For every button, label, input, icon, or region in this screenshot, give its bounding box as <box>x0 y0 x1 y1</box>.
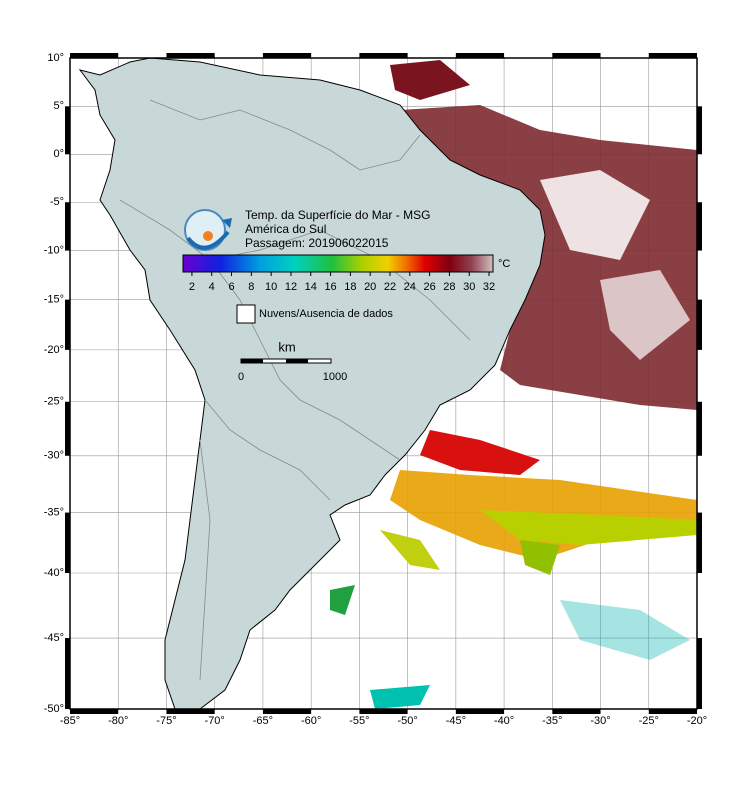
y-tick-label: -50° <box>44 703 64 715</box>
y-tick-label: -5° <box>50 196 64 208</box>
frame-bar <box>70 53 119 58</box>
y-tick-label: -30° <box>44 450 64 462</box>
x-tick-label: -55° <box>349 715 369 727</box>
y-tick-label: -35° <box>44 507 64 519</box>
frame-bar <box>697 202 702 251</box>
colorbar-tick-label: 8 <box>248 281 254 293</box>
colorbar-tick-label: 14 <box>305 281 317 293</box>
colorbar-tick-label: 30 <box>463 281 475 293</box>
frame-bar <box>359 53 408 58</box>
colorbar-tick-label: 16 <box>324 281 336 293</box>
frame-bar <box>65 202 70 251</box>
x-tick-label: -70° <box>205 715 225 727</box>
x-tick-label: -65° <box>253 715 273 727</box>
colorbar-tick-label: 22 <box>384 281 396 293</box>
x-tick-label: -40° <box>494 715 514 727</box>
frame-bar <box>262 709 312 714</box>
y-tick-label: 0° <box>53 148 64 160</box>
frame-bar <box>166 709 215 714</box>
colorbar-tick-label: 2 <box>189 281 195 293</box>
x-tick-label: -25° <box>639 715 659 727</box>
y-tick-label: -10° <box>44 244 64 256</box>
frame-bar <box>697 512 702 574</box>
x-tick-label: -60° <box>301 715 321 727</box>
scale-bar <box>240 358 332 364</box>
colorbar-tick-label: 20 <box>364 281 376 293</box>
colorbar-tick-label: 24 <box>404 281 416 293</box>
frame-bar <box>697 638 702 709</box>
colorbar-tick-label: 4 <box>209 281 215 293</box>
scale-label: 0 <box>238 371 244 383</box>
frame-bar <box>697 401 702 456</box>
frame-bar <box>552 709 601 714</box>
x-tick-label: -80° <box>108 715 128 727</box>
colorbar-tick-label: 26 <box>423 281 435 293</box>
frame-bar <box>455 709 505 714</box>
colorbar-tick-label: 12 <box>285 281 297 293</box>
header-line: América do Sul <box>245 222 326 236</box>
frame-bar <box>697 299 702 350</box>
colorbar <box>182 254 494 273</box>
y-tick-label: -40° <box>44 567 64 579</box>
header-line: Temp. da Superfície do Mar - MSG <box>245 208 430 222</box>
frame-bar <box>70 709 119 714</box>
colorbar-tick-label: 32 <box>483 281 495 293</box>
y-tick-label: -25° <box>44 396 64 408</box>
scale-unit: km <box>278 339 295 354</box>
frame-bar <box>262 53 312 58</box>
y-tick-label: 5° <box>53 100 64 112</box>
y-tick-label: 10° <box>47 52 64 64</box>
x-tick-label: -50° <box>397 715 417 727</box>
colorbar-tick-label: 10 <box>265 281 277 293</box>
header-line: Passagem: 201906022015 <box>245 236 389 250</box>
logo <box>184 209 232 251</box>
x-tick-label: -20° <box>687 715 707 727</box>
frame-bar <box>65 106 70 155</box>
x-tick-label: -45° <box>446 715 466 727</box>
x-tick-label: -75° <box>156 715 176 727</box>
frame-bar <box>648 709 697 714</box>
frame-bar <box>697 106 702 155</box>
x-tick-label: -35° <box>542 715 562 727</box>
colorbar-tick-label: 18 <box>344 281 356 293</box>
scale-label: 1000 <box>323 371 347 383</box>
frame-bar <box>65 638 70 709</box>
colorbar-tick-label: 28 <box>443 281 455 293</box>
colorbar-unit: °C <box>498 258 510 270</box>
legend-swatch <box>236 304 256 324</box>
frame-bar <box>65 512 70 574</box>
y-tick-label: -45° <box>44 632 64 644</box>
frame-bar <box>359 709 408 714</box>
frame-bar <box>65 299 70 350</box>
y-tick-label: -15° <box>44 294 64 306</box>
colorbar-tick-label: 6 <box>228 281 234 293</box>
sst-field <box>330 60 697 709</box>
legend-label: Nuvens/Ausencia de dados <box>259 308 393 320</box>
x-tick-label: -85° <box>60 715 80 727</box>
frame-bar <box>166 53 215 58</box>
frame-bar <box>648 53 697 58</box>
x-tick-label: -30° <box>590 715 610 727</box>
y-tick-label: -20° <box>44 344 64 356</box>
frame-bar <box>552 53 601 58</box>
frame-bar <box>65 401 70 456</box>
frame-bar <box>455 53 505 58</box>
